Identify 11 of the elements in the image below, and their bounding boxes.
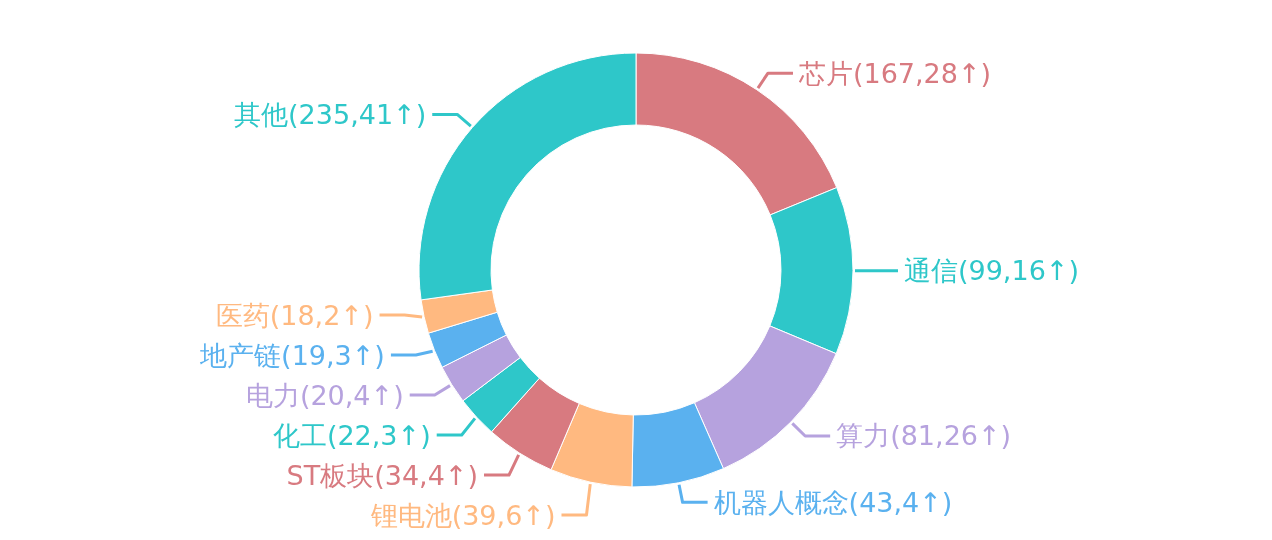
slice-label: 电力(20,4↑) <box>245 379 404 411</box>
slice-label: 锂电池(39,6↑) <box>369 499 556 531</box>
slice-label: 机器人概念(43,4↑) <box>713 486 953 518</box>
slice-label: ST板块(34,4↑) <box>286 459 479 491</box>
slice-label: 通信(99,16↑) <box>904 255 1079 287</box>
slice-label: 算力(81,26↑) <box>836 420 1012 452</box>
slice-label: 其他(235,41↑) <box>234 98 427 130</box>
slice-label: 医药(18,2↑) <box>215 299 374 331</box>
slice-label: 地产链(19,3↑) <box>199 339 385 371</box>
slice-label: 化工(22,3↑) <box>272 419 431 451</box>
slice-label: 芯片(167,28↑) <box>797 57 992 89</box>
